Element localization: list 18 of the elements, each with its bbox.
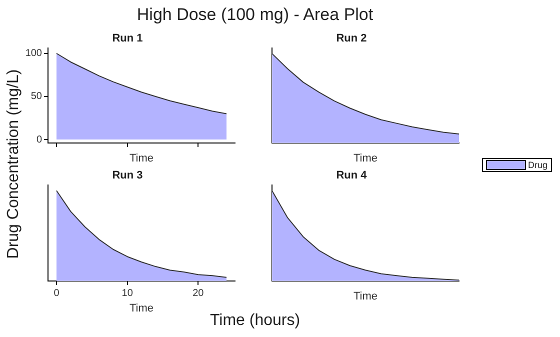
text: High Dose (100 mg) - Area Plot <box>136 5 374 25</box>
legend-label: Drug <box>528 160 548 170</box>
x-axis-title: Time <box>353 152 378 164</box>
x-axis-title: Time <box>129 152 154 164</box>
text: Time (hours) <box>210 312 300 329</box>
text: Drug Concentration (mg/L) <box>5 68 23 261</box>
y-tick-label: 50 <box>30 91 42 102</box>
x-tick-label: 0 <box>54 288 60 299</box>
x-axis-title: Time <box>353 290 378 302</box>
x-tick-label: 10 <box>122 288 134 299</box>
chart-title: Run 2 <box>336 32 367 45</box>
chart-title: Run 1 <box>112 32 143 45</box>
x-axis-title: Time <box>129 302 154 314</box>
chart-title: Run 3 <box>112 170 143 182</box>
x-tick-label: 20 <box>192 288 204 299</box>
y-tick-label: 100 <box>25 48 42 60</box>
y-tick-label: 0 <box>36 134 42 146</box>
chart-title: Run 4 <box>336 170 368 182</box>
